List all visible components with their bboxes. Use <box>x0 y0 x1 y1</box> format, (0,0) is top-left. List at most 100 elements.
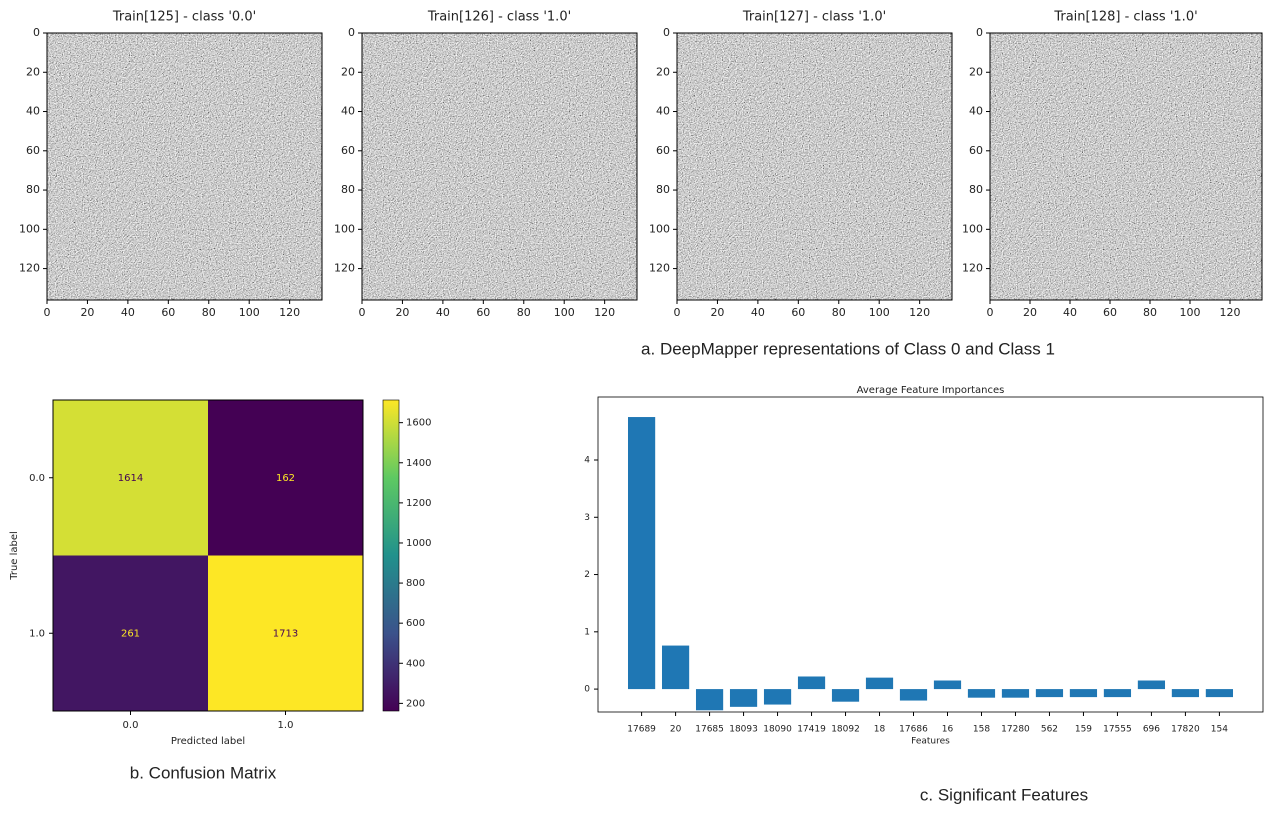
x-tick-label: 154 <box>1211 725 1228 735</box>
x-tick-label: 80 <box>202 306 216 319</box>
x-tick-label: 0 <box>987 306 994 319</box>
y-tick-label: 100 <box>649 222 670 235</box>
cell-label: 261 <box>121 628 140 639</box>
image-title: Train[128] - class '1.0' <box>1053 10 1197 25</box>
x-tick-label: 18093 <box>729 725 758 735</box>
image-noise <box>677 33 952 300</box>
y-axis-label: True label <box>9 531 20 581</box>
x-tick-label: 17689 <box>627 725 656 735</box>
x-tick-label: 100 <box>1180 306 1201 319</box>
x-tick-label: 17685 <box>695 725 724 735</box>
y-tick-label: 40 <box>969 105 983 118</box>
bar <box>730 689 757 707</box>
x-tick-label: 120 <box>1220 306 1241 319</box>
cell-label: 1713 <box>273 628 298 639</box>
x-tick-label: 80 <box>1143 306 1157 319</box>
bar <box>1104 689 1131 697</box>
bar <box>900 689 927 700</box>
x-tick-label: 0 <box>674 306 681 319</box>
colorbar-tick-label: 800 <box>406 578 425 589</box>
y-tick-label: 60 <box>969 144 983 157</box>
x-tick-label: 40 <box>751 306 765 319</box>
y-tick-label: 0 <box>976 26 983 39</box>
colorbar-tick-label: 600 <box>406 618 425 629</box>
x-tick-label: 100 <box>869 306 890 319</box>
x-tick-label: 17555 <box>1103 725 1132 735</box>
y-tick-label: 0.0 <box>29 473 45 484</box>
cell-label: 1614 <box>118 473 143 484</box>
x-tick-label: 696 <box>1143 725 1160 735</box>
y-tick-label: 60 <box>656 144 670 157</box>
x-tick-label: 20 <box>710 306 724 319</box>
colorbar <box>383 400 399 711</box>
y-tick-label: 2 <box>584 570 590 580</box>
y-tick-label: 1.0 <box>29 628 45 639</box>
x-tick-label: 60 <box>161 306 175 319</box>
colorbar-tick-label: 1600 <box>406 418 431 429</box>
y-tick-label: 3 <box>584 513 590 523</box>
x-tick-label: 18 <box>874 725 886 735</box>
image-noise <box>362 33 637 300</box>
colorbar-tick-label: 400 <box>406 658 425 669</box>
x-tick-label: 17820 <box>1171 725 1200 735</box>
colorbar-tick-label: 1200 <box>406 498 431 509</box>
x-tick-label: 17280 <box>1001 725 1030 735</box>
caption: a. DeepMapper representations of Class 0… <box>641 339 1055 358</box>
x-tick-label: 18090 <box>763 725 792 735</box>
colorbar-tick-label: 1000 <box>406 538 431 549</box>
bar <box>696 689 723 710</box>
bar <box>866 678 893 689</box>
bar <box>1070 689 1097 697</box>
x-axis-label: Features <box>911 737 950 747</box>
y-tick-label: 60 <box>341 144 355 157</box>
plot-frame <box>598 397 1263 712</box>
y-tick-label: 120 <box>962 262 983 275</box>
x-tick-label: 40 <box>121 306 135 319</box>
colorbar-tick-label: 200 <box>406 698 425 709</box>
bar <box>764 689 791 704</box>
image-noise <box>990 33 1262 300</box>
x-tick-label: 80 <box>517 306 531 319</box>
y-tick-label: 1 <box>584 627 590 637</box>
y-tick-label: 40 <box>656 105 670 118</box>
x-tick-label: 20 <box>670 725 682 735</box>
y-tick-label: 80 <box>26 183 40 196</box>
y-tick-label: 20 <box>969 65 983 78</box>
x-tick-label: 120 <box>594 306 615 319</box>
bar <box>968 689 995 698</box>
image-noise <box>47 33 322 300</box>
chart-title: Average Feature Importances <box>857 385 1005 396</box>
y-tick-label: 80 <box>656 183 670 196</box>
bar <box>628 417 655 689</box>
x-tick-label: 60 <box>791 306 805 319</box>
bar <box>934 681 961 690</box>
y-tick-label: 60 <box>26 144 40 157</box>
x-tick-label: 0.0 <box>123 720 139 731</box>
x-tick-label: 20 <box>80 306 94 319</box>
x-tick-label: 60 <box>1103 306 1117 319</box>
x-tick-label: 1.0 <box>278 720 294 731</box>
x-tick-label: 17419 <box>797 725 826 735</box>
x-tick-label: 0 <box>44 306 51 319</box>
bar <box>662 646 689 690</box>
y-tick-label: 40 <box>341 105 355 118</box>
y-tick-label: 120 <box>19 262 40 275</box>
x-tick-label: 100 <box>554 306 575 319</box>
x-tick-label: 0 <box>359 306 366 319</box>
bar <box>1002 689 1029 698</box>
x-tick-label: 17686 <box>899 725 928 735</box>
x-tick-label: 60 <box>476 306 490 319</box>
image-title: Train[127] - class '1.0' <box>742 10 886 25</box>
image-title: Train[126] - class '1.0' <box>427 10 571 25</box>
image-title: Train[125] - class '0.0' <box>112 10 256 25</box>
bar <box>1172 689 1199 697</box>
y-tick-label: 4 <box>584 456 590 466</box>
x-tick-label: 120 <box>909 306 930 319</box>
bar <box>1138 681 1165 690</box>
colorbar-tick-label: 1400 <box>406 458 431 469</box>
caption: b. Confusion Matrix <box>130 763 277 782</box>
bar <box>1036 689 1063 697</box>
y-tick-label: 20 <box>656 65 670 78</box>
x-tick-label: 20 <box>395 306 409 319</box>
bar <box>1206 689 1233 697</box>
